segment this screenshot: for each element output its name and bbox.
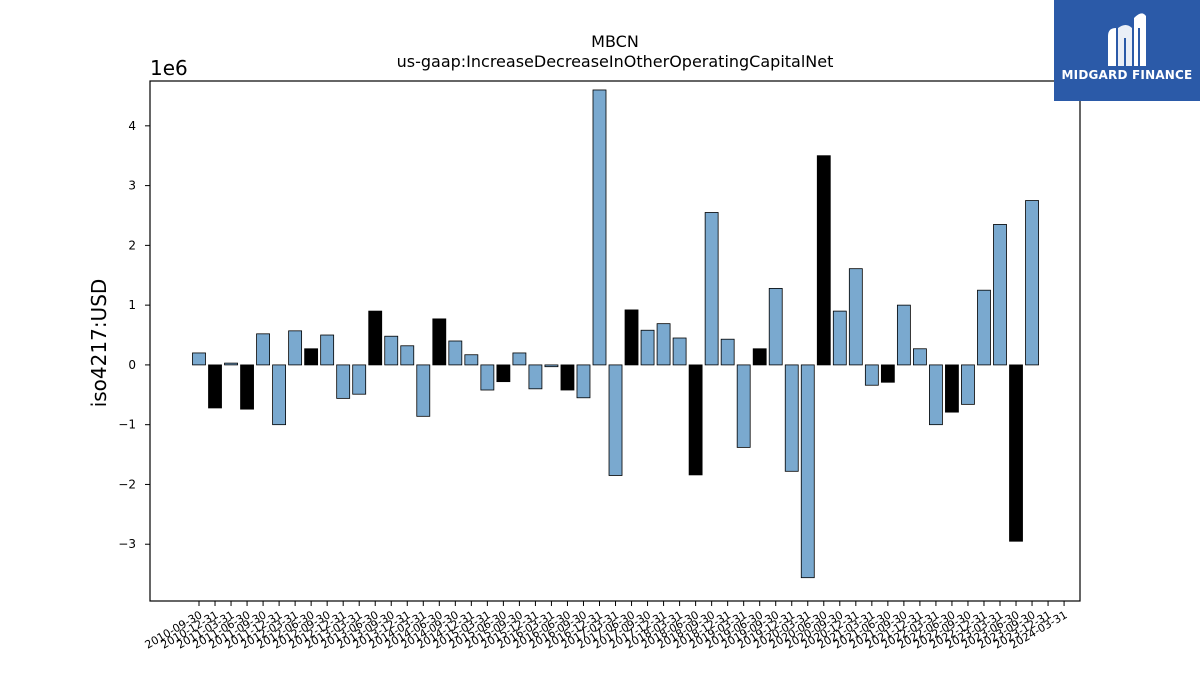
bar-2012-03-31 (288, 330, 303, 366)
y-axis: −3 −2 −1 0 1 2 3 4 (118, 119, 150, 551)
bar-2021-06-30 (880, 364, 895, 383)
bar-2018-03-31 (672, 337, 687, 366)
bar-2022-12-31 (977, 289, 991, 366)
y-tick-label: 3 (128, 179, 136, 193)
bar-2015-03-31 (480, 364, 495, 391)
y-tick-label: −1 (118, 418, 136, 432)
bar-2020-03-31 (800, 364, 815, 579)
bar-2023-06-30 (1009, 364, 1023, 542)
y-tick-label: 4 (128, 119, 136, 133)
bar-2014-06-30 (432, 318, 447, 366)
chart-subtitle: us-gaap:IncreaseDecreaseInOtherOperating… (396, 52, 834, 71)
bar-2016-03-31 (544, 364, 559, 368)
y-tick-label: −3 (118, 537, 136, 551)
bar-2015-06-30 (496, 364, 511, 383)
bar-2021-03-31 (864, 364, 879, 386)
bar-2022-03-31 (929, 364, 943, 426)
bar-2018-09-30 (704, 212, 719, 366)
bar-2018-06-30 (688, 364, 703, 476)
bars (192, 89, 1039, 579)
y-tick-label: 2 (128, 238, 136, 252)
y-tick-label: 0 (128, 358, 136, 372)
bar-2020-12-31 (848, 268, 863, 366)
y-axis-label: iso4217:USD (87, 278, 111, 408)
y-tick-label: 1 (128, 298, 136, 312)
bar-2018-12-31 (720, 338, 735, 366)
bar-2022-09-30 (961, 364, 975, 405)
bar-2021-09-30 (896, 304, 911, 366)
bar-2015-09-30 (512, 352, 527, 366)
bar-2013-06-30 (368, 310, 383, 366)
bar-2017-03-31 (608, 364, 623, 476)
plot-frame (149, 80, 1081, 602)
bar-2012-12-31 (336, 364, 351, 399)
bar-2010-12-31 (208, 364, 222, 409)
bar-2020-09-30 (832, 310, 847, 366)
bar-2011-03-31 (224, 362, 238, 366)
bar-2017-12-31 (656, 323, 671, 366)
bar-2019-12-31 (784, 364, 799, 472)
bar-2015-12-31 (528, 364, 543, 390)
bar-2023-03-31 (993, 224, 1007, 366)
bar-2013-09-30 (384, 335, 399, 366)
bar-2021-12-31 (913, 348, 927, 366)
bar-2013-12-31 (400, 345, 415, 366)
bar-2011-12-31 (272, 364, 287, 426)
bar-2012-06-30 (304, 348, 319, 366)
bar-2011-06-30 (240, 364, 254, 410)
bar-2014-09-30 (448, 340, 463, 366)
bar-2019-03-31 (736, 364, 751, 448)
bar-2016-06-30 (560, 364, 575, 391)
logo-text: MIDGARD FINANCE (1061, 68, 1193, 82)
bar-2017-09-30 (640, 329, 655, 366)
bar-2017-06-30 (624, 309, 639, 366)
midgard-logo-icon (1108, 13, 1146, 66)
y-tick-label: −2 (118, 477, 136, 491)
bar-2022-06-30 (945, 364, 959, 413)
bar-2016-12-31 (592, 89, 607, 366)
bar-2016-09-30 (576, 364, 591, 399)
bar-2023-09-30 (1025, 200, 1039, 366)
bar-2019-06-30 (752, 348, 767, 366)
bar-2012-09-30 (320, 334, 335, 366)
bar-2014-03-31 (416, 364, 431, 417)
y-scale-label: 1e6 (150, 56, 188, 80)
bar-2014-12-31 (464, 354, 479, 366)
bar-2010-09-30 (192, 352, 206, 366)
x-axis: 2010-09-302010-12-312011-03-312011-06-30… (143, 601, 1070, 652)
bar-2019-09-30 (768, 287, 783, 366)
chart-title: MBCN (591, 32, 639, 51)
logo: MIDGARD FINANCE (1054, 0, 1200, 101)
bar-2013-03-31 (352, 364, 367, 395)
bar-2020-06-30 (816, 155, 831, 366)
bar-2011-09-30 (256, 333, 270, 366)
